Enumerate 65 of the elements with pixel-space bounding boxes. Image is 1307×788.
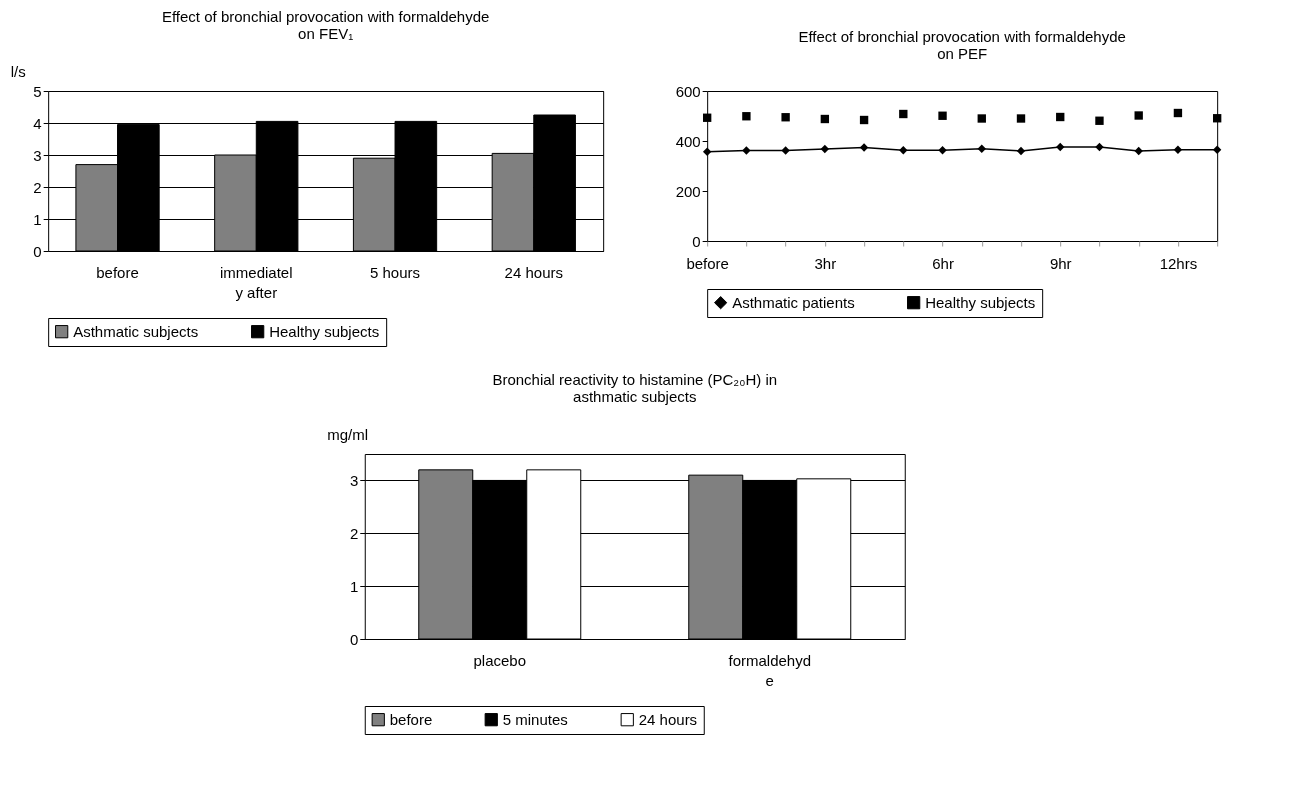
x-tick-label: 5 hours: [370, 263, 421, 281]
y-tick-label: 4: [33, 114, 42, 132]
point: [1016, 114, 1026, 123]
x-tick-label: before: [96, 263, 139, 281]
legend-label: Asthmatic patients: [732, 293, 855, 311]
x-tick-label: 12hrs: [1159, 254, 1198, 272]
point: [1212, 114, 1222, 123]
y-tick-label: 1: [33, 210, 42, 228]
point: [1212, 145, 1222, 154]
x-tick-label: before: [686, 254, 729, 272]
chart-title: Effect of bronchial provocation with formaldehyde on PEF: [798, 28, 1126, 62]
y-tick-label: 400: [675, 132, 701, 150]
point: [1056, 112, 1065, 122]
point: [702, 147, 712, 156]
x-tick-label: 9hr: [1049, 254, 1072, 272]
x-tick-label: formaldehyd e: [728, 651, 812, 689]
point: [742, 112, 751, 121]
legend-label: 5 minutes: [502, 710, 568, 728]
legend-label: Healthy subjects: [269, 322, 380, 340]
point: [1095, 142, 1104, 152]
point: [1173, 108, 1183, 118]
point: [938, 146, 947, 155]
point: [899, 146, 908, 155]
point: [977, 144, 986, 153]
legend-label: Healthy subjects: [925, 293, 1036, 311]
point: [859, 143, 869, 152]
y-tick-label: 5: [33, 82, 42, 100]
point: [820, 114, 830, 124]
point: [1016, 146, 1026, 156]
x-tick-label: 3hr: [814, 254, 837, 272]
y-tick-label: 0: [692, 232, 701, 250]
y-axis-title: mg/ml: [327, 425, 369, 443]
y-tick-label: 2: [33, 178, 42, 196]
point: [820, 144, 830, 154]
x-tick-label: 6hr: [932, 254, 954, 272]
point: [1134, 146, 1143, 156]
y-axis-title: l/s: [10, 62, 26, 80]
point: [938, 111, 947, 120]
x-tick-label: placebo: [473, 651, 527, 669]
point: [899, 109, 908, 119]
point: [781, 146, 790, 155]
point: [977, 114, 986, 123]
y-tick-label: 2: [349, 524, 359, 542]
chart-title: Bronchial reactivity to histamine (PC₂₀H) in asthmatic subjects: [492, 371, 778, 405]
legend-label: 24 hours: [638, 710, 698, 728]
point: [1134, 111, 1143, 120]
x-tick-label: 24 hours: [504, 263, 563, 281]
x-tick-label: immediatel y after: [220, 263, 293, 301]
point: [1173, 145, 1183, 154]
y-tick-label: 1: [349, 577, 359, 595]
point: [859, 115, 869, 125]
legend-label: before: [389, 710, 433, 728]
y-tick-label: 0: [349, 630, 359, 648]
point: [1056, 142, 1065, 152]
chart-title: Effect of bronchial provocation with formaldehyde on FEV₁: [161, 8, 490, 42]
y-tick-label: 3: [33, 146, 42, 164]
y-tick-label: 3: [349, 471, 359, 489]
point: [1095, 116, 1104, 125]
legend-label: Asthmatic subjects: [73, 322, 199, 340]
point: [781, 113, 790, 122]
point: [702, 113, 712, 122]
point: [742, 146, 751, 155]
y-tick-label: 600: [675, 82, 701, 100]
y-tick-label: 200: [675, 182, 701, 200]
y-tick-label: 0: [33, 242, 42, 260]
